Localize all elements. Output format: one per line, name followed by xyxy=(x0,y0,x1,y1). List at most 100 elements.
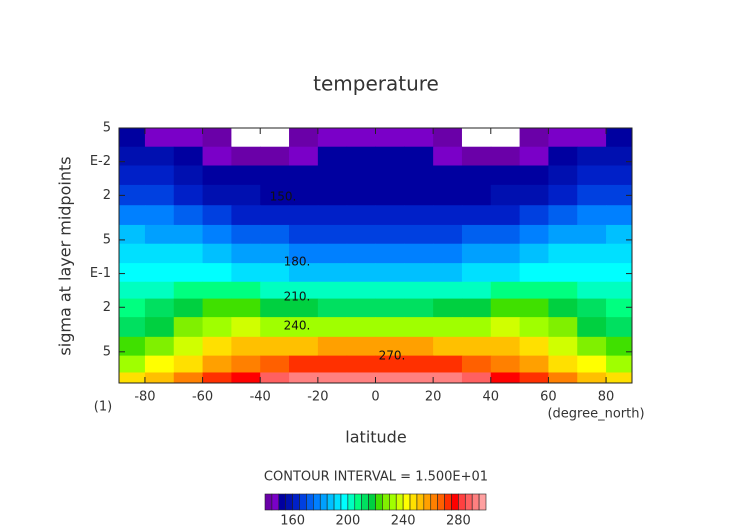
contour-cell xyxy=(231,355,261,373)
contour-cell xyxy=(548,128,578,148)
y-tick-label: E-2 xyxy=(90,154,111,169)
contour-cell xyxy=(119,184,146,206)
contour-cell xyxy=(606,372,633,384)
contour-cell xyxy=(317,165,348,186)
contour-cell xyxy=(260,205,290,226)
contour-cell xyxy=(461,146,492,167)
contour-cell xyxy=(404,224,434,245)
contour-cell xyxy=(144,298,175,318)
contour-cell xyxy=(119,263,146,283)
contour-cell xyxy=(289,298,319,318)
x-axis-label: latitude xyxy=(345,428,406,447)
contour-cell xyxy=(404,165,434,186)
contour-field xyxy=(119,128,633,384)
contour-cell xyxy=(577,263,607,283)
contour-cell xyxy=(375,372,405,384)
contour-cell xyxy=(346,146,376,167)
contour-cell xyxy=(173,184,204,206)
contour-cell xyxy=(289,205,319,226)
contour-cell xyxy=(346,184,376,206)
contour-cell xyxy=(375,317,405,338)
colorbar-box xyxy=(382,493,390,511)
contour-cell xyxy=(260,336,290,357)
contour-cell xyxy=(202,128,232,148)
contour-cell xyxy=(173,336,204,357)
contour-cell xyxy=(519,263,549,283)
contour-cell xyxy=(119,298,146,318)
contour-cell xyxy=(317,146,348,167)
contour-cell xyxy=(461,355,492,373)
contour-cell xyxy=(548,224,578,245)
colorbar-box xyxy=(326,493,335,511)
contour-cell xyxy=(404,263,434,283)
contour-cell xyxy=(404,355,434,373)
contour-cell xyxy=(577,205,607,226)
contour-cell xyxy=(202,281,232,300)
contour-cell xyxy=(173,146,204,167)
contour-cell xyxy=(577,243,607,264)
contour-cell xyxy=(202,243,232,264)
colorbar-box xyxy=(402,493,411,511)
contour-cell xyxy=(260,165,290,186)
colorbar-box xyxy=(389,493,397,511)
contour-cell xyxy=(606,317,633,338)
contour-cell xyxy=(577,146,607,167)
contour-cell xyxy=(173,128,204,148)
x-tick-label: 40 xyxy=(483,390,500,405)
contour-cell xyxy=(490,224,521,245)
contour-cell xyxy=(346,205,376,226)
contour-cell xyxy=(548,243,578,264)
colorbar-box xyxy=(299,493,307,511)
contour-cell xyxy=(119,146,146,167)
contour-cell xyxy=(317,224,348,245)
y-tick-label: 5 xyxy=(103,232,111,247)
colorbar-box xyxy=(458,493,466,511)
colorbar-box xyxy=(313,493,321,511)
contour-cell xyxy=(144,263,175,283)
contour-cell xyxy=(317,317,348,338)
contour-cell xyxy=(490,317,521,338)
contour-cell xyxy=(346,128,376,148)
contour-cell xyxy=(202,298,232,318)
contour-cell xyxy=(202,263,232,283)
contour-cell xyxy=(119,243,146,264)
contour-cell xyxy=(289,355,319,373)
contour-cell xyxy=(433,128,463,148)
contour-cell xyxy=(577,184,607,206)
contour-cell xyxy=(519,336,549,357)
contour-cell xyxy=(375,184,405,206)
contour-cell xyxy=(289,372,319,384)
contour-cell xyxy=(173,317,204,338)
contour-cell xyxy=(260,298,290,318)
colorbar-box xyxy=(278,493,287,511)
contour-cell xyxy=(375,165,405,186)
contour-cell xyxy=(144,355,175,373)
contour-cell xyxy=(289,317,319,338)
contour-cell xyxy=(404,128,434,148)
colorbar-box xyxy=(471,493,480,511)
contour-cell xyxy=(260,355,290,373)
x-tick-label: 20 xyxy=(425,390,442,405)
contour-cell xyxy=(606,281,633,300)
contour-cell xyxy=(346,224,376,245)
contour-cell xyxy=(346,281,376,300)
contour-cell xyxy=(577,336,607,357)
contour-cell xyxy=(548,165,578,186)
contour-cell xyxy=(548,298,578,318)
contour-cell xyxy=(260,243,290,264)
contour-cell xyxy=(606,224,633,245)
contour-cell xyxy=(404,372,434,384)
colorbar-box xyxy=(292,493,300,511)
x-tick-label: -60 xyxy=(192,390,213,405)
contour-cell xyxy=(289,224,319,245)
contour-cell xyxy=(577,355,607,373)
contour-cell xyxy=(548,355,578,373)
contour-cell xyxy=(433,298,463,318)
colorbar-box xyxy=(416,493,425,511)
contour-cell xyxy=(144,146,175,167)
contour-cell xyxy=(346,298,376,318)
contour-cell xyxy=(519,372,549,384)
contour-cell xyxy=(375,224,405,245)
contour-cell xyxy=(119,128,146,148)
contour-cell xyxy=(289,184,319,206)
